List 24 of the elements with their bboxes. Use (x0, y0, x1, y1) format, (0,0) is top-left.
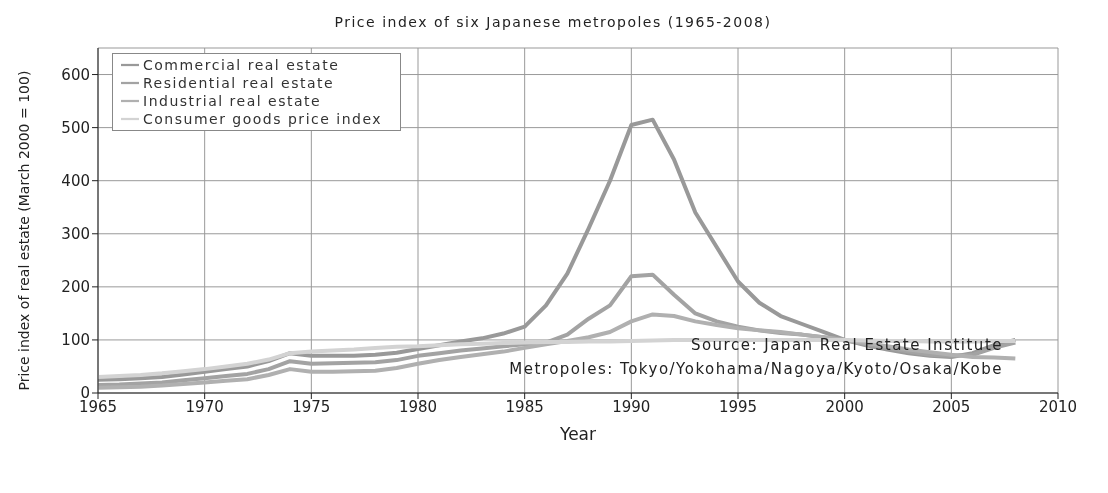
legend-label: Industrial real estate (143, 92, 322, 109)
annotation: Source: Japan Real Estate Institute (689, 335, 1003, 356)
x-axis-title: Year (559, 424, 596, 444)
legend-label: Commercial real estate (143, 56, 340, 73)
y-tick-label: 100 (61, 331, 90, 350)
x-tick-label: 1970 (185, 397, 224, 416)
y-tick-label: 400 (61, 172, 90, 191)
y-tick-label: 600 (61, 65, 90, 84)
legend-label: Residential real estate (143, 74, 335, 91)
legend-label: Consumer goods price index (143, 110, 383, 127)
x-tick-label: 1975 (292, 397, 331, 416)
x-tick-label: 1985 (505, 397, 544, 416)
y-tick-label: 200 (61, 278, 90, 297)
y-axis-title: Price index of real estate (March 2000 = 100) (15, 70, 32, 391)
chart-title: Price index of six Japanese metropoles (1965-2008) (333, 14, 773, 30)
x-tick-label: 2005 (932, 397, 971, 416)
x-tick-label: 1980 (398, 397, 438, 416)
y-tick-label: 300 (61, 225, 90, 244)
x-tick-label: 1995 (718, 397, 758, 416)
annotation: Metropoles: Tokyo/Yokohama/Nagoya/Kyoto/Osaka/Kobe (509, 359, 1003, 380)
x-tick-label: 2010 (1038, 397, 1078, 416)
x-tick-label: 1990 (612, 397, 651, 416)
y-tick-label: 500 (61, 118, 90, 137)
x-tick-label: 2000 (825, 397, 864, 416)
